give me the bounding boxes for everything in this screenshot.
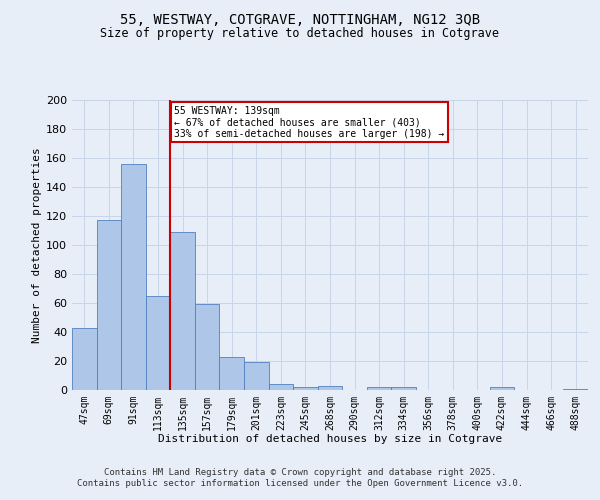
Text: 55 WESTWAY: 139sqm
← 67% of detached houses are smaller (403)
33% of semi-detach: 55 WESTWAY: 139sqm ← 67% of detached hou…	[174, 106, 444, 139]
Bar	[318, 386, 342, 390]
Bar	[367, 387, 391, 390]
Bar	[269, 384, 293, 390]
Bar	[220, 356, 244, 390]
Bar	[563, 388, 588, 390]
Bar	[244, 362, 269, 390]
Bar	[170, 232, 195, 390]
Text: Contains HM Land Registry data © Crown copyright and database right 2025.
Contai: Contains HM Land Registry data © Crown c…	[77, 468, 523, 487]
Bar	[72, 328, 97, 390]
Text: Size of property relative to detached houses in Cotgrave: Size of property relative to detached ho…	[101, 28, 499, 40]
Bar	[490, 387, 514, 390]
X-axis label: Distribution of detached houses by size in Cotgrave: Distribution of detached houses by size …	[158, 434, 502, 444]
Bar	[391, 387, 416, 390]
Bar	[121, 164, 146, 390]
Bar	[97, 220, 121, 390]
Bar	[195, 304, 220, 390]
Bar	[293, 387, 318, 390]
Y-axis label: Number of detached properties: Number of detached properties	[32, 147, 42, 343]
Bar	[146, 296, 170, 390]
Text: 55, WESTWAY, COTGRAVE, NOTTINGHAM, NG12 3QB: 55, WESTWAY, COTGRAVE, NOTTINGHAM, NG12 …	[120, 12, 480, 26]
